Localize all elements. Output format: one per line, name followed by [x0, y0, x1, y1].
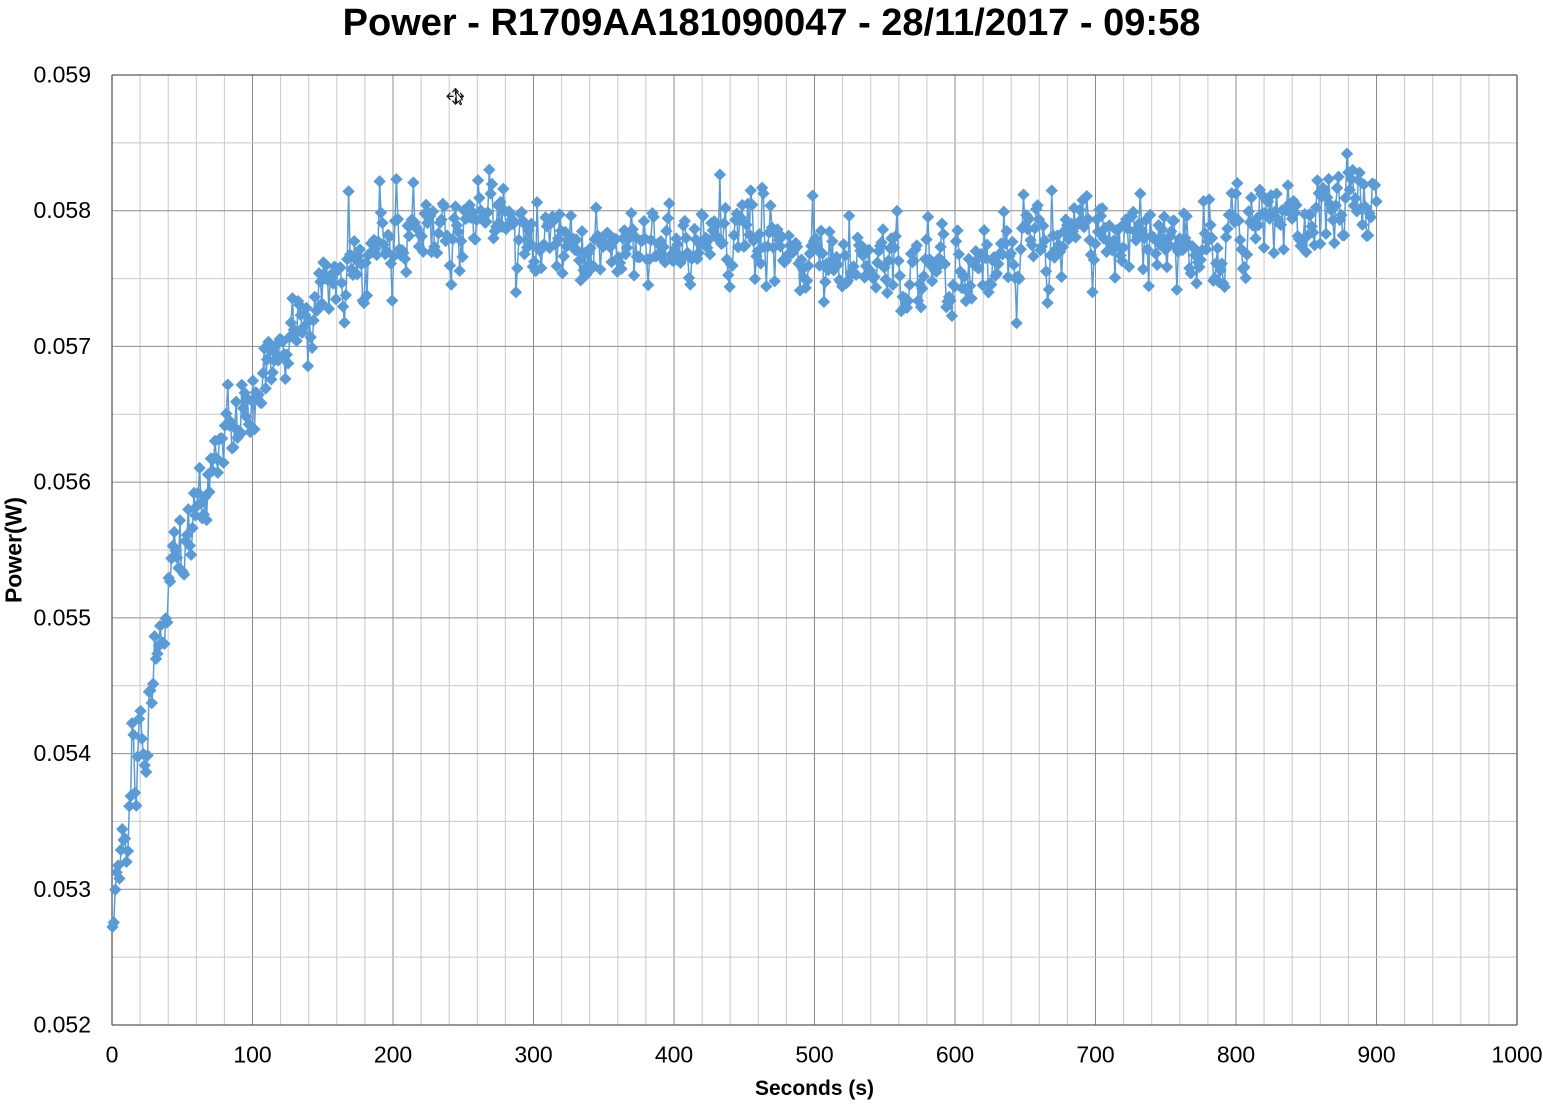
svg-text:0.057: 0.057 — [33, 333, 91, 359]
svg-text:0.058: 0.058 — [33, 197, 91, 223]
svg-text:800: 800 — [1217, 1042, 1255, 1068]
svg-text:0.053: 0.053 — [33, 876, 91, 902]
svg-text:700: 700 — [1076, 1042, 1114, 1068]
svg-text:0: 0 — [106, 1042, 119, 1068]
svg-text:1000: 1000 — [1491, 1042, 1542, 1068]
svg-text:0.059: 0.059 — [33, 62, 91, 88]
svg-text:0.055: 0.055 — [33, 604, 91, 630]
svg-text:300: 300 — [514, 1042, 552, 1068]
svg-text:100: 100 — [233, 1042, 271, 1068]
svg-text:0.056: 0.056 — [33, 469, 91, 495]
svg-text:0.052: 0.052 — [33, 1012, 91, 1038]
svg-text:0.054: 0.054 — [33, 740, 91, 766]
svg-text:200: 200 — [374, 1042, 412, 1068]
svg-text:600: 600 — [936, 1042, 974, 1068]
svg-text:400: 400 — [655, 1042, 693, 1068]
svg-text:900: 900 — [1357, 1042, 1395, 1068]
svg-text:500: 500 — [795, 1042, 833, 1068]
